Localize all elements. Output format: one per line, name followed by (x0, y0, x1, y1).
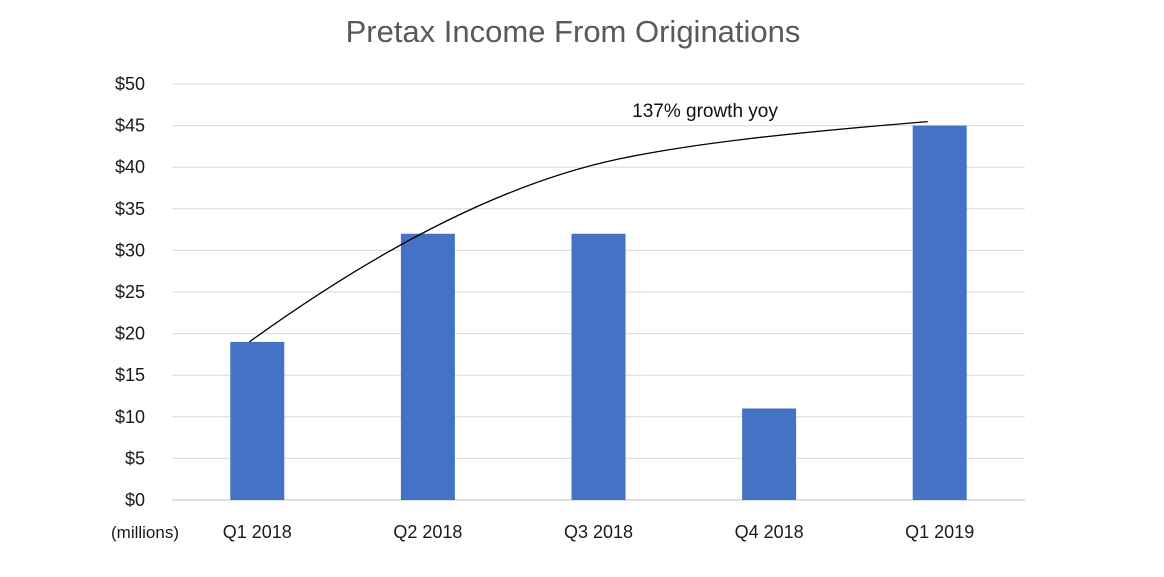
y-tick-label: $40 (115, 157, 145, 177)
x-tick-label: Q4 2018 (735, 522, 804, 542)
y-tick-label: $0 (125, 490, 145, 510)
y-tick-label: $25 (115, 282, 145, 302)
y-tick-label: $45 (115, 116, 145, 136)
y-tick-label: $10 (115, 407, 145, 427)
y-tick-label: $50 (115, 74, 145, 94)
bar (571, 233, 626, 500)
chart-title: Pretax Income From Originations (346, 14, 801, 49)
x-axis-categories: Q1 2018 Q2 2018 Q3 2018 Q4 2018 Q1 2019 (223, 522, 974, 542)
y-tick-label: $20 (115, 324, 145, 344)
growth-annotation: 137% growth yoy (632, 101, 778, 122)
y-tick-label: $30 (115, 240, 145, 260)
bar (912, 125, 967, 500)
x-tick-label: Q2 2018 (393, 522, 462, 542)
y-tick-label: $15 (115, 365, 145, 385)
bars (230, 125, 967, 500)
x-tick-label: Q1 2018 (223, 522, 292, 542)
x-tick-label: Q3 2018 (564, 522, 633, 542)
y-tick-label: $5 (125, 448, 145, 468)
y-tick-label: $35 (115, 199, 145, 219)
bar (400, 233, 455, 500)
bar (230, 341, 285, 500)
x-tick-label: Q1 2019 (905, 522, 974, 542)
y-axis-ticks: $0 $5 $10 $15 $20 $25 $30 $35 $40 $45 $50 (115, 74, 145, 510)
y-axis-unit-label: (millions) (111, 523, 179, 542)
growth-trend-line (248, 120, 928, 343)
bar (742, 408, 797, 500)
